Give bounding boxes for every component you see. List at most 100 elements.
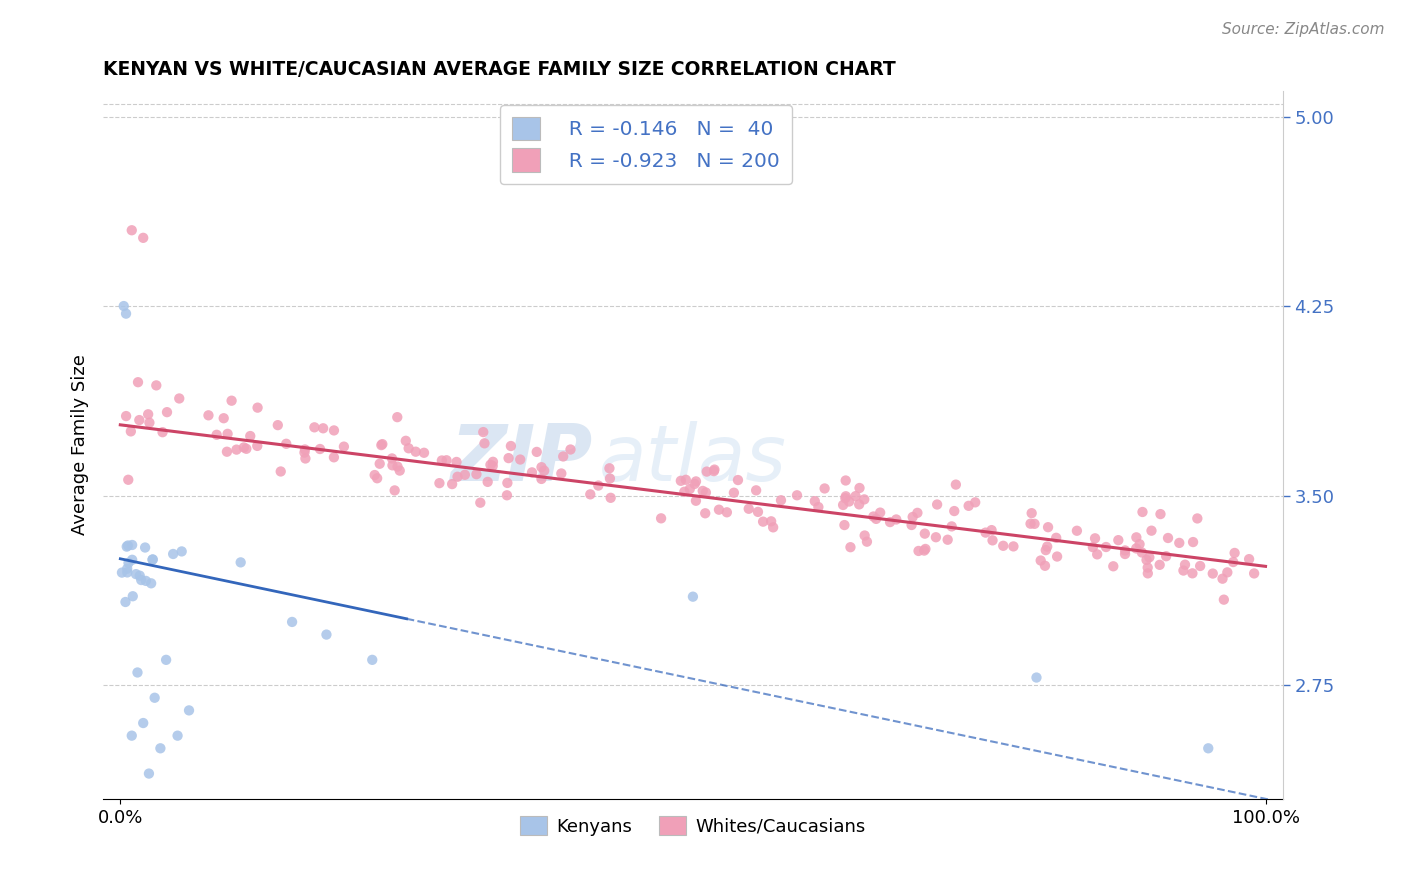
Point — [1149, 507, 1171, 521]
Point — [121, 538, 143, 552]
Point — [682, 590, 704, 604]
Point — [1046, 549, 1069, 564]
Point — [759, 514, 782, 528]
Point — [477, 475, 499, 489]
Point — [381, 458, 404, 473]
Point — [167, 392, 190, 406]
Point — [752, 515, 775, 529]
Point — [848, 497, 870, 511]
Point — [900, 518, 922, 533]
Point — [115, 307, 138, 321]
Point — [707, 502, 730, 516]
Point — [166, 729, 188, 743]
Point — [1102, 559, 1125, 574]
Point — [695, 485, 717, 500]
Point — [1181, 566, 1204, 581]
Point — [838, 494, 860, 508]
Point — [1045, 531, 1067, 545]
Point — [675, 473, 697, 487]
Point — [235, 442, 257, 456]
Point — [225, 442, 247, 457]
Point — [1081, 540, 1104, 554]
Point — [1021, 506, 1043, 520]
Point — [384, 483, 406, 498]
Point — [413, 446, 436, 460]
Point — [762, 520, 785, 534]
Point — [395, 434, 418, 448]
Point — [315, 627, 337, 641]
Point — [155, 653, 177, 667]
Point — [1136, 560, 1159, 574]
Point — [669, 474, 692, 488]
Point — [901, 510, 924, 524]
Point — [115, 562, 138, 576]
Point — [170, 544, 193, 558]
Point — [869, 506, 891, 520]
Point — [695, 506, 717, 520]
Point — [127, 375, 149, 389]
Point — [1035, 543, 1057, 558]
Point — [727, 473, 749, 487]
Point — [361, 653, 384, 667]
Text: KENYAN VS WHITE/CAUCASIAN AVERAGE FAMILY SIZE CORRELATION CHART: KENYAN VS WHITE/CAUCASIAN AVERAGE FAMILY… — [103, 60, 896, 78]
Point — [246, 401, 269, 415]
Point — [1066, 524, 1088, 538]
Point — [1149, 558, 1171, 572]
Point — [588, 478, 610, 492]
Point — [530, 460, 553, 475]
Point — [927, 498, 949, 512]
Point — [134, 541, 156, 555]
Point — [1125, 530, 1147, 544]
Point — [1157, 531, 1180, 545]
Point — [138, 766, 160, 780]
Point — [111, 566, 134, 580]
Point — [814, 482, 837, 496]
Point — [526, 445, 548, 459]
Point — [1132, 505, 1154, 519]
Point — [132, 231, 155, 245]
Point — [598, 461, 620, 475]
Point — [579, 487, 602, 501]
Point — [229, 555, 252, 569]
Point — [1107, 533, 1129, 548]
Point — [152, 425, 174, 440]
Point — [479, 458, 502, 472]
Point — [112, 299, 135, 313]
Point — [974, 525, 997, 540]
Point — [205, 427, 228, 442]
Point — [270, 465, 292, 479]
Point — [1243, 566, 1265, 581]
Point — [121, 729, 143, 743]
Point — [845, 489, 868, 503]
Point — [509, 452, 531, 467]
Point — [1182, 535, 1205, 549]
Point — [1019, 516, 1042, 531]
Point — [1029, 553, 1052, 567]
Point — [246, 439, 269, 453]
Point — [304, 420, 326, 434]
Point — [745, 483, 768, 498]
Point — [786, 488, 808, 502]
Point — [853, 528, 876, 542]
Point — [197, 409, 219, 423]
Point — [141, 552, 163, 566]
Point — [142, 552, 165, 566]
Point — [682, 855, 704, 869]
Point — [703, 464, 725, 478]
Point — [553, 450, 575, 464]
Point — [465, 467, 488, 482]
Point — [848, 481, 870, 495]
Point — [723, 485, 745, 500]
Point — [294, 442, 316, 457]
Point — [177, 703, 200, 717]
Point — [912, 543, 935, 558]
Point — [769, 493, 792, 508]
Point — [117, 473, 139, 487]
Point — [162, 547, 184, 561]
Point — [1212, 592, 1234, 607]
Y-axis label: Average Family Size: Average Family Size — [72, 355, 89, 535]
Point — [156, 405, 179, 419]
Point — [117, 566, 139, 580]
Point — [498, 451, 520, 466]
Point — [1128, 537, 1150, 551]
